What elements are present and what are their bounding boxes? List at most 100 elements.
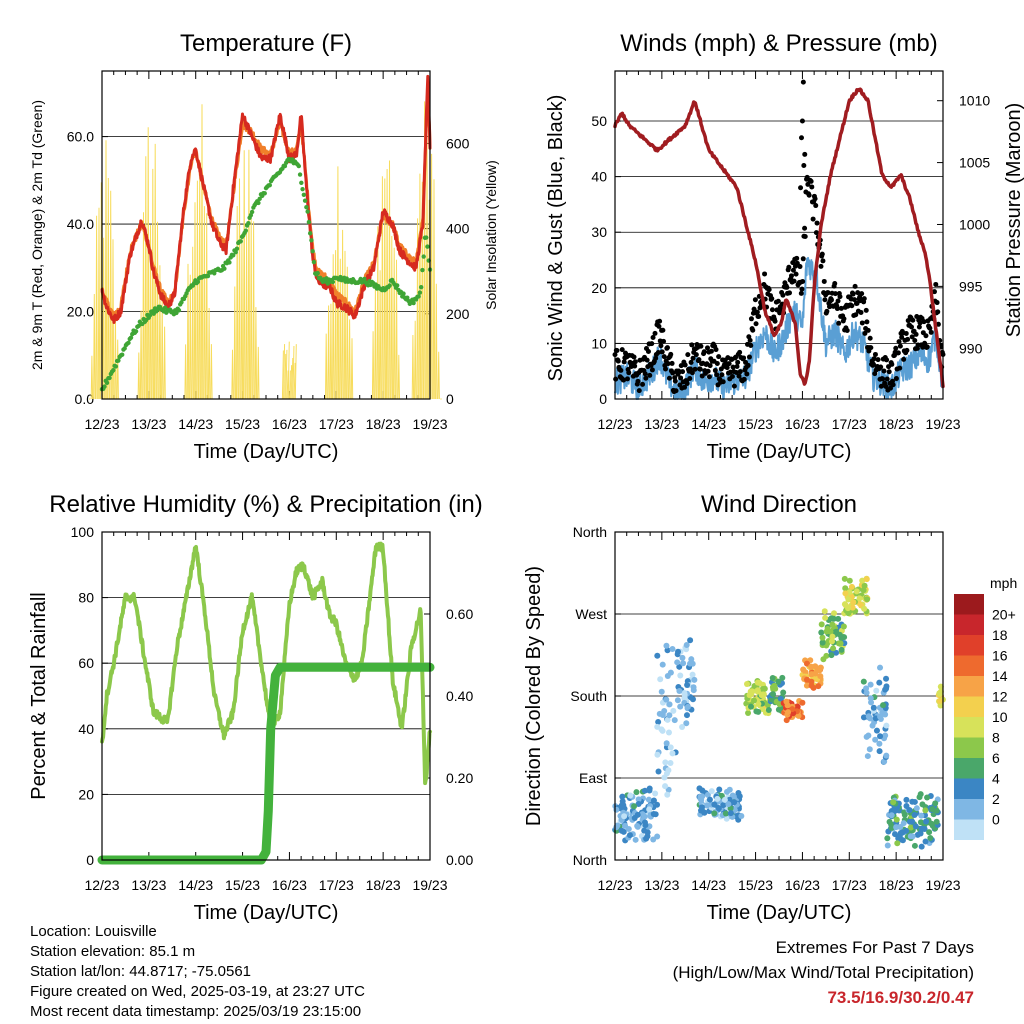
- direction-point: [677, 672, 684, 679]
- x-tick-label: 12/23: [597, 416, 632, 432]
- gust-point: [668, 351, 674, 357]
- insolation-trace: [341, 229, 344, 400]
- direction-point: [848, 583, 855, 590]
- insolation-trace: [245, 228, 248, 400]
- dewpoint-point: [231, 253, 236, 258]
- gust-point: [784, 284, 790, 290]
- direction-point: [828, 638, 835, 645]
- direction-point: [799, 699, 806, 706]
- y2-tick-label: 1010: [959, 93, 990, 109]
- dewpoint-point: [179, 300, 184, 305]
- direction-point: [748, 703, 755, 710]
- direction-point: [664, 647, 671, 654]
- insolation-trace: [346, 266, 349, 400]
- gust-point: [780, 292, 786, 298]
- panel-border: [101, 70, 431, 400]
- dewpoint-point: [305, 209, 310, 214]
- gust-point: [790, 267, 796, 273]
- direction-point: [888, 824, 895, 831]
- insolation-trace: [339, 258, 342, 400]
- gust-point: [852, 283, 858, 289]
- gust-point: [875, 357, 881, 363]
- colorbar-swatch: [954, 737, 984, 758]
- insolation-trace: [184, 344, 187, 400]
- direction-point: [936, 697, 943, 704]
- direction-point: [654, 723, 661, 730]
- direction-point: [901, 811, 908, 818]
- insolation-trace: [205, 213, 208, 400]
- insolation-trace: [240, 235, 244, 400]
- gust-point: [933, 281, 939, 287]
- gust-point: [859, 320, 865, 326]
- gust-point: [809, 184, 815, 190]
- gust-point: [689, 370, 695, 376]
- direction-point: [863, 576, 870, 583]
- direction-point: [720, 802, 727, 809]
- gust-point: [724, 365, 730, 371]
- insolation-trace: [435, 283, 438, 400]
- direction-point: [664, 791, 671, 798]
- insolation-trace: [432, 179, 436, 400]
- dewpoint-point: [133, 329, 139, 334]
- dewpoint-point: [119, 352, 125, 357]
- panel-4: Wind Direction North East South West North 12/…: [523, 491, 1017, 924]
- gust-point: [720, 379, 726, 385]
- colorbar-label: 0: [992, 812, 1000, 828]
- insolation-trace: [418, 173, 422, 400]
- direction-point: [911, 842, 918, 849]
- station-location: Location: Louisville: [30, 923, 157, 940]
- dewpoint-point: [176, 308, 182, 313]
- gust-point: [897, 365, 903, 371]
- gust-point: [737, 349, 743, 355]
- gust-point: [935, 321, 941, 327]
- direction-point: [754, 679, 761, 686]
- gust-point: [805, 181, 811, 187]
- insolation-trace: [293, 362, 296, 400]
- gust-point: [678, 375, 684, 381]
- direction-point: [771, 682, 778, 689]
- direction-point: [687, 637, 694, 644]
- direction-point: [704, 802, 711, 809]
- gust-point: [719, 372, 725, 378]
- gust-point: [859, 291, 865, 297]
- insolation-trace: [381, 176, 384, 400]
- gust-point: [802, 234, 808, 240]
- gust-point: [653, 355, 659, 361]
- direction-point: [906, 807, 913, 814]
- direction-point: [664, 673, 671, 680]
- gust-point: [672, 378, 678, 384]
- gust-point: [802, 151, 808, 157]
- dewpoint-point: [111, 367, 116, 373]
- gust-point: [832, 281, 838, 287]
- gust-point: [688, 359, 694, 365]
- direction-point: [654, 833, 661, 840]
- direction-point: [677, 703, 684, 710]
- y2-axis-label: Solar Insolation (Yellow): [483, 160, 499, 310]
- insolation-trace: [257, 346, 260, 400]
- gust-point: [862, 330, 868, 336]
- direction-point: [779, 674, 786, 681]
- x-tick-label: 18/23: [366, 416, 401, 432]
- direction-point: [828, 652, 835, 659]
- insolation-trace: [163, 326, 166, 400]
- direction-point: [683, 720, 690, 727]
- direction-point: [888, 812, 895, 819]
- direction-point: [753, 708, 760, 715]
- gust-point: [813, 230, 819, 236]
- x-tick-label: 17/23: [319, 877, 354, 893]
- gust-point: [886, 369, 892, 375]
- direction-point: [652, 811, 659, 818]
- insolation-trace: [93, 293, 96, 400]
- direction-point: [721, 796, 728, 803]
- pressure-line: [613, 87, 945, 389]
- direction-point: [872, 736, 879, 743]
- direction-point: [650, 797, 657, 804]
- direction-point: [634, 811, 641, 818]
- gust-point: [835, 298, 841, 304]
- y-tick-label: 40: [591, 169, 607, 185]
- panel-3: Relative Humidity (%) & Precipitation (i…: [28, 491, 483, 924]
- y-tick-label: 0: [599, 391, 607, 407]
- insolation-trace: [191, 246, 194, 400]
- direction-point: [769, 674, 776, 681]
- direction-point: [909, 798, 916, 805]
